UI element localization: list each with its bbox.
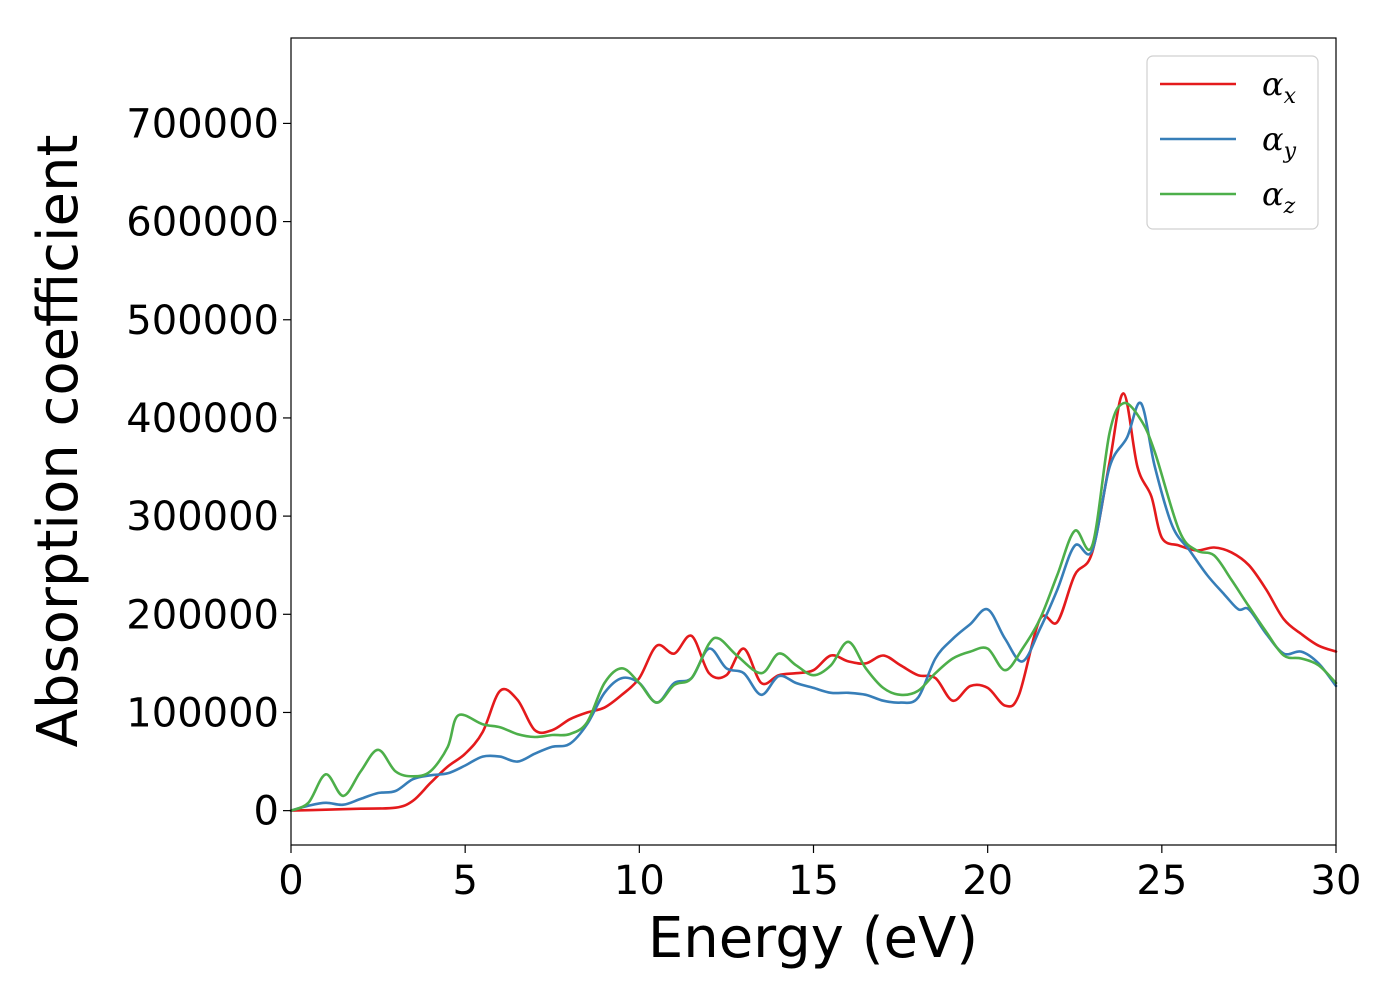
legend-box [1146,55,1319,230]
x-tick-label: 10 [614,858,665,904]
series-line-x [289,392,1338,812]
x-tick-label: 15 [788,858,839,904]
legend-label-z: αz [1262,175,1296,219]
x-tick-label: 0 [278,858,303,904]
x-tick-label: 30 [1311,858,1362,904]
y-tick-label: 0 [254,789,279,835]
y-tick-label: 300000 [126,494,279,540]
x-tick-label: 25 [1136,858,1187,904]
x-axis-label: Energy (eV) [648,906,978,971]
y-axis-ticks: 0 100000 200000 300000 400000 500000 600000 700… [126,101,291,835]
y-axis-label: Absorption coefficient [26,135,91,748]
legend: αx αy αz [1146,55,1319,230]
y-tick-label: 600000 [126,200,279,246]
y-tick-label: 200000 [126,592,279,638]
y-tick-label: 100000 [126,690,279,736]
legend-label-y: αy [1262,120,1297,164]
x-axis-ticks: 0 5 10 15 20 25 30 [278,845,1361,904]
x-tick-label: 5 [452,858,477,904]
plot-lines [289,392,1338,812]
y-tick-label: 700000 [126,101,279,147]
x-tick-label: 20 [962,858,1013,904]
y-tick-label: 400000 [126,396,279,442]
legend-label-x: αx [1262,65,1297,109]
y-tick-label: 500000 [126,298,279,344]
series-line-z [289,401,1338,812]
series-line-y [289,401,1338,812]
